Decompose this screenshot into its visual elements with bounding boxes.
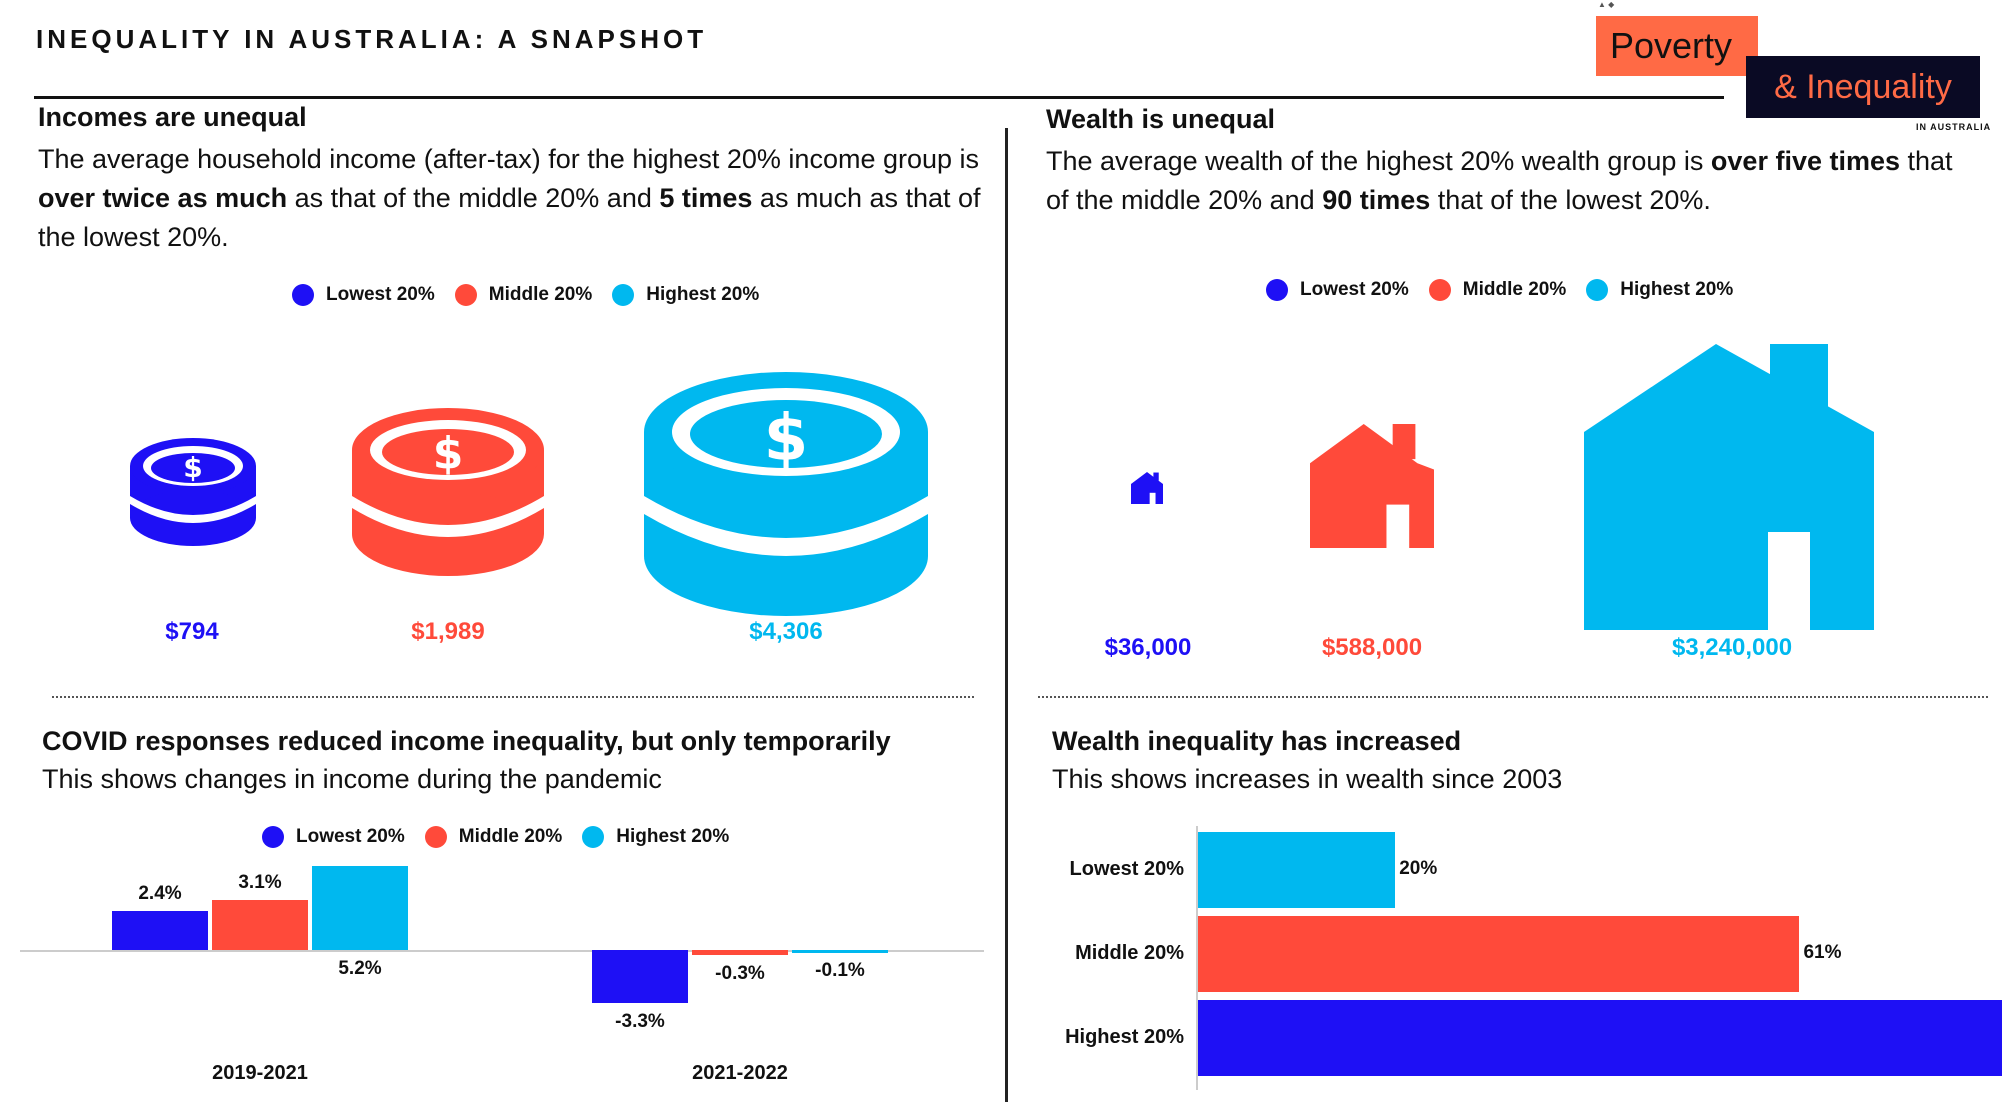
wealth-increase-title: Wealth inequality has increased xyxy=(1052,726,1462,756)
wealth-bar-middle-20- xyxy=(1198,916,1800,992)
covid-subtitle: This shows changes in income during the … xyxy=(42,764,662,794)
wealth-bar-lowest-20- xyxy=(1198,832,1396,908)
legend-item-middle: Middle 20% xyxy=(1428,279,1567,301)
legend-dot-middle xyxy=(424,826,447,848)
header-divider xyxy=(34,96,1724,99)
wealth-value-label: 20% xyxy=(1399,858,1438,879)
wealth-value-lowest: $36,000 xyxy=(1104,634,1192,661)
covid-bar-lowest-2019-2021 xyxy=(112,911,208,950)
svg-text:$: $ xyxy=(183,451,202,484)
legend-item-lowest: Lowest 20% xyxy=(1266,279,1409,301)
legend-label-middle: Middle 20% xyxy=(458,826,563,847)
legend-dot-highest xyxy=(582,826,605,848)
legend-item-middle: Middle 20% xyxy=(424,826,563,848)
wealth-category-label: Highest 20% xyxy=(1065,1026,1184,1048)
wealth-section-divider xyxy=(1038,696,1988,698)
wealth-text-b: that of the middle 20% and xyxy=(1046,146,1953,215)
covid-chart-baseline xyxy=(20,950,984,952)
legend-item-highest: Highest 20% xyxy=(612,284,759,306)
wealth-legend: Lowest 20% Middle 20% Highest 20% xyxy=(1266,279,1753,301)
page-title: INEQUALITY IN AUSTRALIA: A SNAPSHOT xyxy=(36,24,708,54)
legend-item-highest: Highest 20% xyxy=(1586,279,1733,301)
legend-item-lowest: Lowest 20% xyxy=(262,826,405,848)
legend-item-highest: Highest 20% xyxy=(582,826,729,848)
legend-label-lowest: Lowest 20% xyxy=(1300,279,1409,300)
legend-label-lowest: Lowest 20% xyxy=(326,284,435,305)
covid-bar-middle-2021-2022 xyxy=(692,950,788,955)
wealth-increase-subtitle: This shows increases in wealth since 200… xyxy=(1052,764,1563,794)
wealth-bold-a: over five times xyxy=(1710,146,1901,176)
income-value-highest: $4,306 xyxy=(749,618,823,645)
covid-year-label-2021-2022: 2021-2022 xyxy=(692,1062,788,1084)
covid-bar-highest-2021-2022 xyxy=(792,950,888,953)
legend-dot-middle xyxy=(454,284,477,306)
legend-item-lowest: Lowest 20% xyxy=(292,284,435,306)
coin-stack-icon-highest: $ xyxy=(644,372,928,616)
legend-dot-lowest xyxy=(1266,279,1288,301)
covid-label-highest-2019-2021: 5.2% xyxy=(338,958,382,979)
legend-label-middle: Middle 20% xyxy=(1462,279,1567,300)
income-legend: Lowest 20% Middle 20% Highest 20% xyxy=(292,284,779,306)
legend-item-middle: Middle 20% xyxy=(454,284,593,306)
covid-label-lowest-2019-2021: 2.4% xyxy=(138,883,182,905)
legend-label-middle: Middle 20% xyxy=(488,284,593,305)
legend-label-lowest: Lowest 20% xyxy=(296,826,405,847)
wealth-category-label: Middle 20% xyxy=(1075,942,1184,964)
legend-label-highest: Highest 20% xyxy=(616,826,730,847)
covid-legend: Lowest 20% Middle 20% Highest 20% xyxy=(262,826,749,848)
legend-dot-highest xyxy=(612,284,635,306)
partner-logos: ▲ ◆ xyxy=(1598,0,1615,9)
income-bold-b: 5 times xyxy=(659,183,753,213)
brand-logo-poverty: Poverty xyxy=(1596,16,1758,76)
wealth-chart-axis xyxy=(1196,826,1198,1090)
wealth-title: Wealth is unequal xyxy=(1046,104,1276,134)
column-divider xyxy=(1005,128,1008,1102)
income-text-a: The average household income (after-tax)… xyxy=(38,144,980,174)
legend-label-highest: Highest 20% xyxy=(646,284,760,305)
income-bold-a: over twice as much xyxy=(38,183,288,213)
wealth-bold-b: 90 times xyxy=(1322,185,1431,215)
income-title: Incomes are unequal xyxy=(38,102,307,132)
wealth-text-a: The average wealth of the highest 20% we… xyxy=(1046,146,1711,176)
legend-label-highest: Highest 20% xyxy=(1620,279,1734,300)
covid-label-middle-2021-2022: -0.3% xyxy=(715,962,765,984)
legend-dot-lowest xyxy=(292,284,314,306)
covid-bar-middle-2019-2021 xyxy=(212,899,308,950)
covid-title: COVID responses reduced income inequalit… xyxy=(42,726,891,756)
wealth-description: The average wealth of the highest 20% we… xyxy=(1046,142,1976,220)
covid-label-lowest-2021-2022: -3.3% xyxy=(615,1011,665,1033)
income-text-c: as much as that of the lowest 20%. xyxy=(38,183,981,252)
income-value-lowest: $794 xyxy=(165,618,219,645)
covid-year-label-2019-2021: 2019-2021 xyxy=(212,1062,308,1084)
covid-label-highest-2021-2022: -0.1% xyxy=(815,959,865,981)
svg-text:$: $ xyxy=(433,428,464,479)
legend-dot-highest xyxy=(1586,279,1609,301)
wealth-category-label: Lowest 20% xyxy=(1069,858,1184,880)
wealth-text-c: that of the lowest 20%. xyxy=(1430,185,1711,215)
house-icon-highest xyxy=(1584,344,1874,630)
house-icon-middle xyxy=(1310,424,1434,548)
income-value-middle: $1,989 xyxy=(411,618,485,645)
covid-bar-highest-2019-2021 xyxy=(312,865,408,950)
income-section-divider xyxy=(52,696,974,698)
income-text-b: as that of the middle 20% and xyxy=(287,183,660,213)
brand-logo-inequality: & Inequality xyxy=(1746,56,1980,118)
legend-dot-middle xyxy=(1428,279,1451,301)
legend-dot-lowest xyxy=(262,826,284,848)
wealth-value-highest: $3,240,000 xyxy=(1671,634,1793,661)
house-icon-lowest xyxy=(1131,472,1163,504)
covid-bar-lowest-2021-2022 xyxy=(592,950,688,1004)
coin-stack-icon-middle: $ xyxy=(352,408,544,576)
wealth-value-label: 61% xyxy=(1803,942,1842,963)
wealth-bar-highest-20- xyxy=(1198,1000,2002,1076)
coin-stack-icon-lowest: $ xyxy=(130,438,256,546)
covid-label-middle-2019-2021: 3.1% xyxy=(238,871,282,893)
income-description: The average household income (after-tax)… xyxy=(38,140,988,257)
wealth-value-middle: $588,000 xyxy=(1321,634,1423,661)
brand-subtitle: IN AUSTRALIA xyxy=(1916,122,1992,132)
svg-text:$: $ xyxy=(764,402,809,476)
